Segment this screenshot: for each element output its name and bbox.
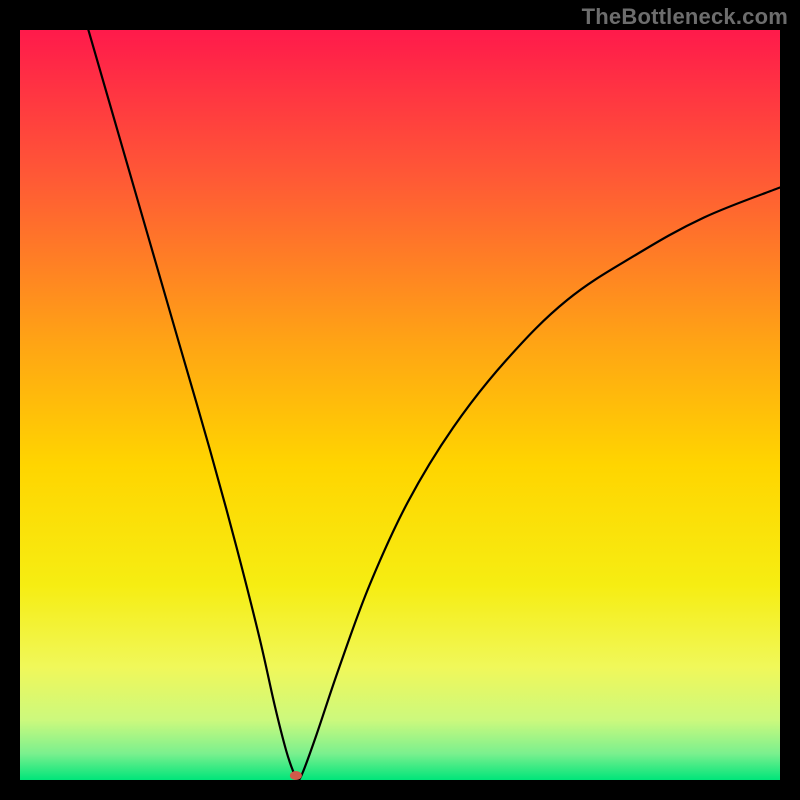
watermark-text: TheBottleneck.com — [582, 4, 788, 30]
dip-marker — [290, 771, 302, 780]
marker-layer — [20, 30, 780, 780]
chart-stage: TheBottleneck.com — [0, 0, 800, 800]
plot-area — [20, 30, 780, 780]
